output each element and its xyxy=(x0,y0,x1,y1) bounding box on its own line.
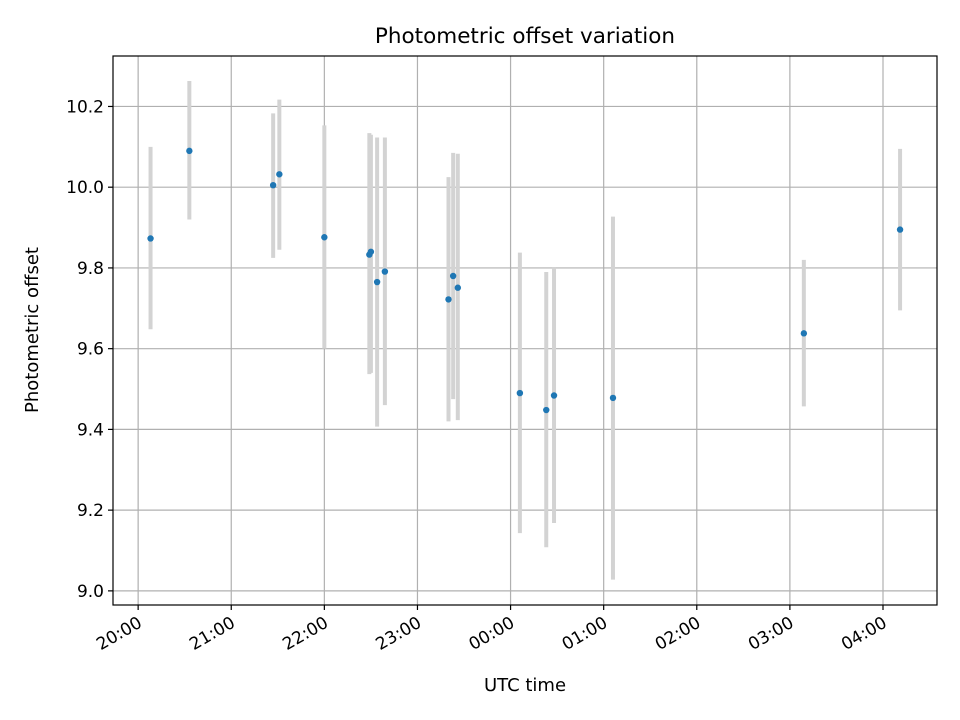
y-tick-label: 10.0 xyxy=(66,178,104,198)
x-axis-label: UTC time xyxy=(484,675,566,696)
y-axis-ticks: 9.0 9.2 9.4 9.6 9.8 10.0 10.2 xyxy=(66,97,113,602)
data-point xyxy=(550,392,558,399)
data-point xyxy=(186,147,193,155)
data-point xyxy=(454,284,462,291)
data-point xyxy=(321,234,328,241)
data-point xyxy=(367,248,375,255)
data-point xyxy=(449,272,457,280)
data-point xyxy=(543,406,550,414)
plot-frame xyxy=(112,55,938,606)
y-tick-label: 9.4 xyxy=(77,420,104,440)
data-point xyxy=(373,278,381,286)
data-point xyxy=(609,394,617,402)
data-point xyxy=(381,268,389,275)
data-point xyxy=(896,226,904,233)
y-tick-label: 9.0 xyxy=(77,582,104,602)
data-point xyxy=(516,389,524,397)
data-point xyxy=(147,235,154,242)
chart-title: Photometric offset variation xyxy=(375,24,675,49)
grid xyxy=(113,56,937,605)
y-tick-label: 9.6 xyxy=(77,340,104,360)
data-points xyxy=(147,147,904,414)
data-point xyxy=(276,171,283,178)
data-point xyxy=(800,330,808,337)
y-tick-label: 9.2 xyxy=(77,501,104,521)
y-axis-label: Photometric offset xyxy=(22,247,43,413)
data-point xyxy=(445,296,452,303)
y-tick-label: 10.2 xyxy=(66,97,104,117)
data-point xyxy=(269,181,277,189)
y-tick-label: 9.8 xyxy=(77,259,104,279)
